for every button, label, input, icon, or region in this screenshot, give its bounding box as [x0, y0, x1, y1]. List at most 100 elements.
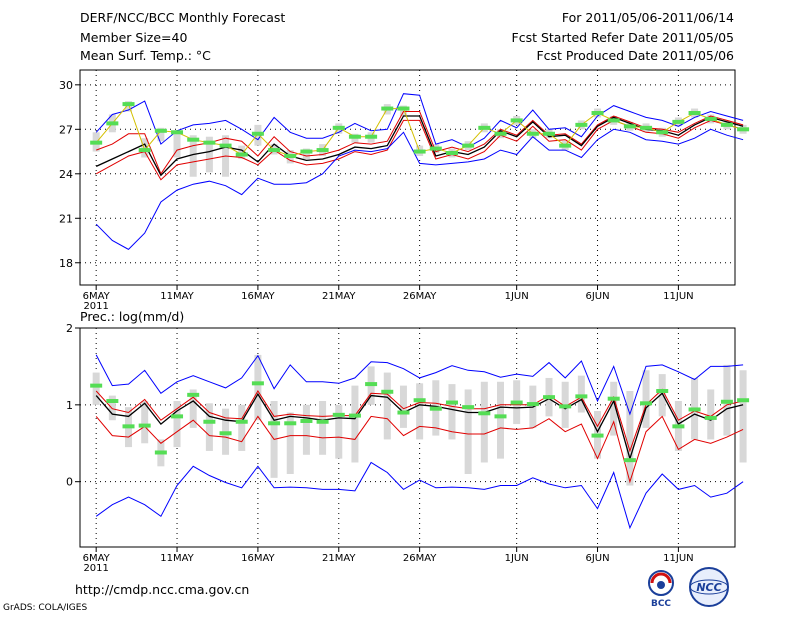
observed-marker: [348, 413, 361, 418]
observed-marker: [462, 405, 475, 410]
observed-marker: [445, 400, 458, 405]
variable-label: Mean Surf. Temp.: °C: [80, 48, 211, 63]
observed-marker: [462, 143, 475, 148]
observed-marker: [575, 394, 588, 399]
x-tick-label: 21MAY: [322, 553, 356, 564]
series-line-ensemble-min: [95, 128, 744, 251]
x-tick-year: 2011: [83, 301, 108, 312]
observed-marker: [737, 127, 750, 132]
x-tick-label: 11JUN: [663, 291, 693, 302]
y-tick-label: 30: [59, 79, 73, 92]
observed-marker: [235, 152, 248, 157]
observed-marker: [138, 423, 151, 428]
spread-box: [189, 135, 197, 177]
observed-marker: [656, 130, 669, 135]
spread-box: [658, 374, 666, 417]
observed-marker: [543, 131, 556, 136]
bcc-logo: BCC: [648, 570, 674, 608]
x-tick-label: 16MAY: [241, 553, 275, 564]
x-tick-label: 21MAY: [322, 291, 356, 302]
x-tick-label: 6MAY: [83, 553, 111, 564]
series-line-ensemble-min: [95, 461, 744, 530]
observed-marker: [575, 122, 588, 127]
bcc-logo-arc: [650, 572, 672, 584]
observed-marker: [365, 382, 378, 387]
observed-marker: [365, 134, 378, 139]
y-tick-label: 0: [66, 476, 73, 489]
spread-box: [496, 381, 504, 459]
ncc-logo-orbit: [689, 579, 729, 595]
spread-box: [707, 389, 715, 440]
plot-frame: [79, 69, 736, 286]
y-tick-label: 24: [59, 168, 73, 181]
observed-marker: [623, 458, 636, 463]
observed-marker: [122, 102, 135, 107]
observed-marker: [591, 433, 604, 438]
spread-box: [205, 136, 213, 173]
observed-marker: [332, 125, 345, 130]
y-tick-label: 21: [59, 212, 73, 225]
observed-marker: [591, 111, 604, 115]
observed-marker: [397, 410, 410, 415]
observed-marker: [219, 431, 232, 436]
spread-box: [238, 404, 246, 451]
x-tick-label: 11JUN: [663, 553, 693, 564]
observed-marker: [171, 130, 184, 135]
observed-marker: [284, 154, 297, 158]
bcc-logo-dot: [657, 581, 665, 589]
y-tick-label: 1: [66, 399, 73, 412]
observed-marker: [526, 402, 539, 407]
fcst-started-date: Fcst Started Refer Date 2011/05/05: [511, 30, 735, 45]
observed-marker: [187, 137, 200, 142]
ncc-logo-text: NCC: [696, 581, 721, 594]
observed-marker: [720, 399, 733, 404]
observed-marker: [559, 404, 572, 409]
spread-box: [351, 385, 359, 463]
observed-marker: [429, 146, 442, 151]
observed-marker: [203, 140, 216, 145]
bcc-logo-text: BCC: [651, 599, 671, 608]
observed-marker: [478, 411, 491, 416]
spread-box: [302, 148, 310, 159]
observed-marker: [720, 122, 733, 127]
observed-marker: [138, 148, 151, 153]
footer-url[interactable]: http://cmdp.ncc.cma.gov.cn: [75, 582, 250, 597]
spread-box: [173, 401, 181, 448]
observed-marker: [106, 399, 119, 403]
x-tick-label: 1JUN: [505, 553, 529, 564]
spread-box: [92, 372, 100, 405]
spread-box: [642, 370, 650, 428]
y-tick-label: 27: [59, 123, 73, 136]
observed-marker: [268, 421, 281, 426]
observed-marker: [203, 419, 216, 424]
observed-marker: [559, 143, 572, 148]
spread-box: [286, 412, 294, 474]
observed-marker: [268, 148, 281, 153]
observed-marker: [445, 151, 458, 156]
series-line-lower-bound: [95, 415, 744, 484]
observed-marker: [90, 383, 103, 388]
observed-marker: [154, 128, 167, 133]
spread-box: [626, 391, 634, 486]
series-line-ensemble-max: [95, 354, 744, 416]
spread-box: [335, 404, 343, 459]
y-tick-label: 2: [66, 322, 73, 335]
spread-box: [480, 381, 488, 463]
observed-marker: [381, 106, 394, 111]
observed-marker: [381, 389, 394, 394]
observed-marker: [300, 418, 313, 423]
x-tick-label: 6MAY: [83, 291, 111, 302]
spread-box: [173, 130, 181, 158]
forecast-period: For 2011/05/06-2011/06/14: [561, 10, 734, 25]
spread-box: [302, 404, 310, 455]
observed-marker: [90, 140, 103, 145]
spread-box: [205, 403, 213, 451]
observed-marker: [348, 134, 361, 139]
spread-box: [448, 384, 456, 440]
observed-marker: [510, 400, 523, 405]
observed-marker: [219, 143, 232, 148]
observed-marker: [316, 148, 329, 153]
spread-box: [610, 381, 618, 436]
spread-box: [399, 385, 407, 428]
spread-box: [254, 354, 262, 421]
